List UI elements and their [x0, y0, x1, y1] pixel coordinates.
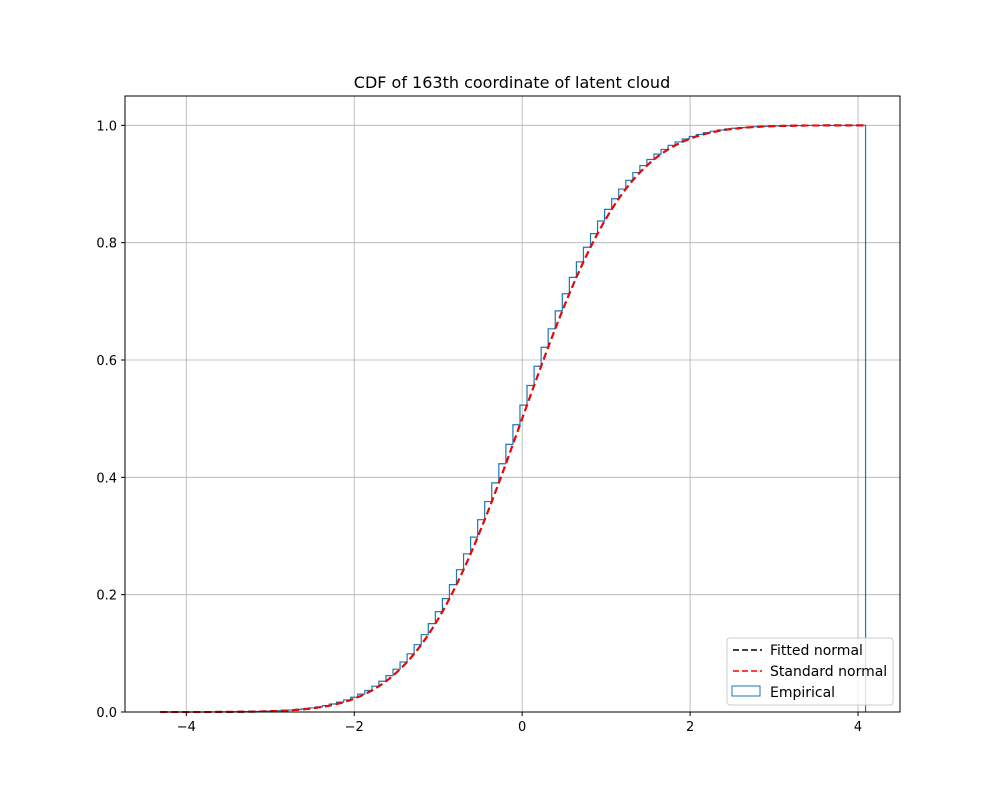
x-tick-label: 0 [518, 720, 526, 735]
legend-empirical-label: Empirical [770, 685, 835, 701]
legend-standard-normal-label: Standard normal [770, 664, 887, 680]
y-tick-label: 0.0 [96, 706, 117, 721]
x-tick-label: 2 [686, 720, 694, 735]
y-tick-label: 1.0 [96, 119, 117, 134]
axes-frame [124, 95, 901, 713]
ticks: −4 −2 0 2 4 0.0 0.2 0.4 0.6 0.8 1.0 [96, 119, 862, 735]
legend-box [726, 637, 894, 706]
y-tick-label: 0.8 [96, 237, 117, 252]
x-tick-label: −4 [177, 720, 196, 735]
standard-normal-line [160, 124, 866, 713]
legend-fitted-normal-label: Fitted normal [770, 643, 863, 659]
plot-area [160, 124, 867, 713]
legend: Fitted normal Standard normal Empirical [726, 637, 894, 706]
y-tick-label: 0.2 [96, 589, 117, 604]
x-tick-label: −2 [345, 720, 364, 735]
y-tick-label: 0.4 [96, 471, 117, 486]
y-tick-label: 0.6 [96, 354, 117, 369]
legend-empirical-swatch [731, 685, 761, 697]
x-tick-label: 4 [854, 720, 862, 735]
chart-title: CDF of 163th coordinate of latent cloud [354, 73, 670, 92]
